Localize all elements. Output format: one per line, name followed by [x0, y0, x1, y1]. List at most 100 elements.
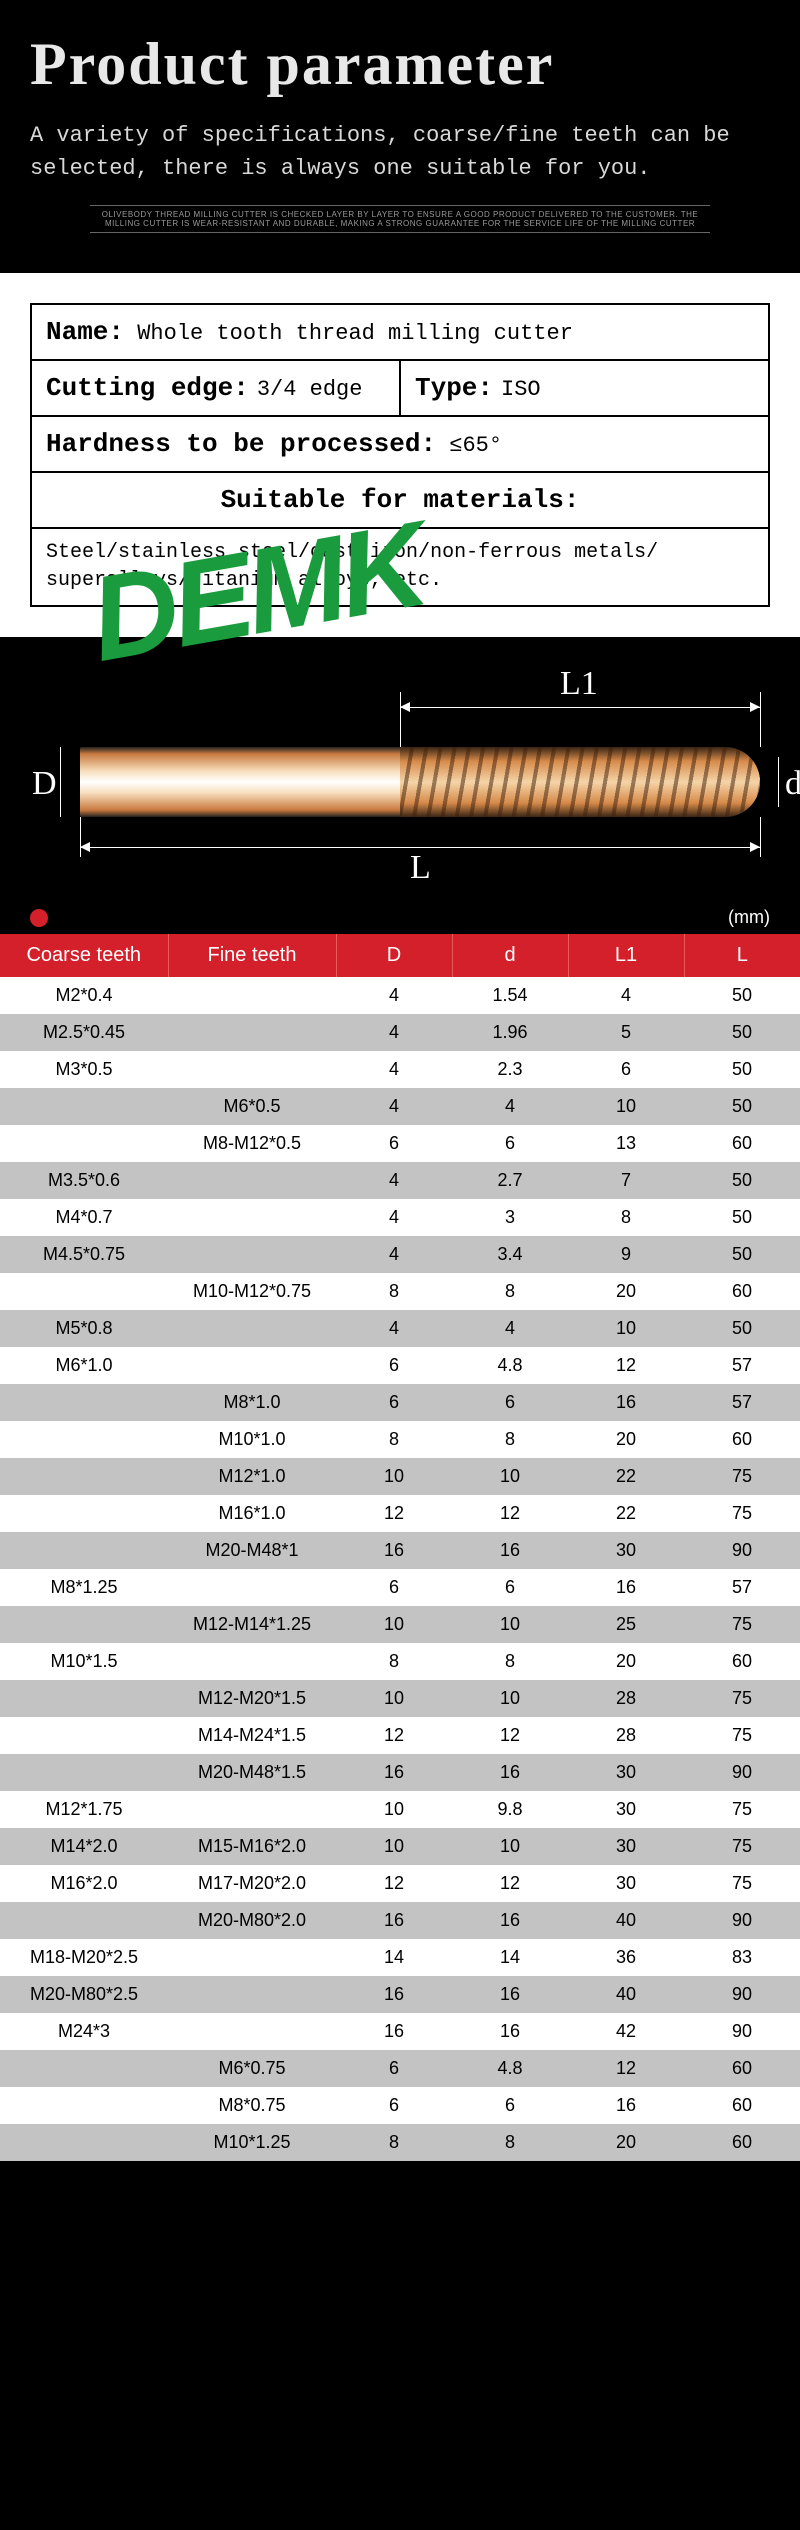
table-cell: 60 — [684, 1643, 800, 1680]
table-cell: 50 — [684, 1088, 800, 1125]
table-cell: 75 — [684, 1791, 800, 1828]
th-fine: Fine teeth — [168, 934, 336, 977]
table-cell: 12 — [336, 1717, 452, 1754]
spec-hardness-row: Hardness to be processed: ≤65° — [32, 417, 768, 473]
table-cell: 12 — [336, 1495, 452, 1532]
table-cell: 75 — [684, 1717, 800, 1754]
table-cell: 4 — [336, 1199, 452, 1236]
spec-name-label: Name: — [46, 317, 124, 347]
table-cell: 16 — [336, 1754, 452, 1791]
table-cell: 20 — [568, 1273, 684, 1310]
spec-edge-value: 3/4 edge — [257, 377, 363, 402]
table-cell: M12-M20*1.5 — [168, 1680, 336, 1717]
table-cell: 6 — [336, 1125, 452, 1162]
dim-l-arrow — [80, 847, 760, 848]
th-coarse: Coarse teeth — [0, 934, 168, 977]
table-cell: 6 — [452, 2087, 568, 2124]
table-cell: 12 — [336, 1865, 452, 1902]
table-cell — [168, 1976, 336, 2013]
table-row: M10-M12*0.75882060 — [0, 1273, 800, 1310]
table-cell: 16 — [568, 1569, 684, 1606]
table-cell: 6 — [336, 1384, 452, 1421]
table-cell: M5*0.8 — [0, 1310, 168, 1347]
table-cell: M14-M24*1.5 — [168, 1717, 336, 1754]
table-row: M10*1.0882060 — [0, 1421, 800, 1458]
table-cell: 50 — [684, 1051, 800, 1088]
table-cell: M8-M12*0.5 — [168, 1125, 336, 1162]
table-cell: 4.8 — [452, 1347, 568, 1384]
table-cell — [0, 1495, 168, 1532]
dim-d-upper-label: D — [32, 765, 57, 803]
table-cell: 4 — [336, 1088, 452, 1125]
table-cell: 16 — [452, 1754, 568, 1791]
table-cell: 10 — [452, 1458, 568, 1495]
table-cell: 75 — [684, 1865, 800, 1902]
table-cell: 10 — [336, 1791, 452, 1828]
table-cell: 75 — [684, 1458, 800, 1495]
spec-type-label: Type: — [415, 373, 493, 403]
table-row: M20-M80*2.016164090 — [0, 1902, 800, 1939]
table-cell: M20-M48*1 — [168, 1532, 336, 1569]
table-row: M6*0.7564.81260 — [0, 2050, 800, 2087]
table-row: M4.5*0.7543.4950 — [0, 1236, 800, 1273]
table-cell: M12-M14*1.25 — [168, 1606, 336, 1643]
table-cell — [0, 2087, 168, 2124]
table-cell: 12 — [452, 1495, 568, 1532]
table-cell: M16*2.0 — [0, 1865, 168, 1902]
tool-cutting-edge — [400, 747, 760, 817]
table-cell: M4.5*0.75 — [0, 1236, 168, 1273]
smallprint-text: OLIVEBODY THREAD MILLING CUTTER IS CHECK… — [90, 205, 710, 233]
spec-hardness-value: ≤65° — [449, 433, 502, 458]
table-cell: 12 — [452, 1717, 568, 1754]
dim-l1-tick-right — [760, 692, 761, 747]
table-cell: 16 — [336, 2013, 452, 2050]
table-cell: 50 — [684, 1199, 800, 1236]
table-cell: 57 — [684, 1347, 800, 1384]
table-row: M16*2.0M17-M20*2.012123075 — [0, 1865, 800, 1902]
table-cell: 10 — [568, 1310, 684, 1347]
table-row: M6*1.064.81257 — [0, 1347, 800, 1384]
table-cell: 16 — [336, 1902, 452, 1939]
table-cell: 10 — [336, 1606, 452, 1643]
table-cell — [168, 1236, 336, 1273]
table-cell — [0, 1384, 168, 1421]
table-cell — [0, 1717, 168, 1754]
table-cell: 60 — [684, 2124, 800, 2161]
table-cell: M8*1.0 — [168, 1384, 336, 1421]
table-cell: 4 — [568, 977, 684, 1014]
spec-hardness-label: Hardness to be processed: — [46, 429, 436, 459]
table-cell: M10*1.0 — [168, 1421, 336, 1458]
spec-materials-value: Steel/stainless steel/cast iron/non-ferr… — [32, 529, 768, 605]
table-cell: 90 — [684, 1532, 800, 1569]
table-row: M14-M24*1.512122875 — [0, 1717, 800, 1754]
table-row: M10*1.5882060 — [0, 1643, 800, 1680]
table-cell: M10*1.25 — [168, 2124, 336, 2161]
table-cell: 36 — [568, 1939, 684, 1976]
table-cell: 60 — [684, 2087, 800, 2124]
table-cell: 16 — [336, 1532, 452, 1569]
table-row: M18-M20*2.514143683 — [0, 1939, 800, 1976]
spec-table: Coarse teeth Fine teeth D d L1 L M2*0.44… — [0, 934, 800, 2161]
table-row: M20-M80*2.516164090 — [0, 1976, 800, 2013]
spec-materials-label: Suitable for materials: — [221, 485, 580, 515]
table-cell: 90 — [684, 1902, 800, 1939]
table-cell: 13 — [568, 1125, 684, 1162]
table-cell: M12*1.75 — [0, 1791, 168, 1828]
table-cell: 28 — [568, 1717, 684, 1754]
header-section: Product parameter A variety of specifica… — [0, 0, 800, 273]
table-cell: 40 — [568, 1976, 684, 2013]
page-title: Product parameter — [30, 30, 770, 99]
unit-row: (mm) — [0, 897, 800, 934]
table-cell: 8 — [452, 1643, 568, 1680]
table-cell — [0, 1125, 168, 1162]
table-cell: 50 — [684, 1162, 800, 1199]
spec-edge-type-row: Cutting edge: 3/4 edge Type: ISO — [32, 361, 768, 417]
table-cell: 4.8 — [452, 2050, 568, 2087]
table-cell: 9.8 — [452, 1791, 568, 1828]
table-cell — [168, 1791, 336, 1828]
table-cell: M16*1.0 — [168, 1495, 336, 1532]
table-cell: 75 — [684, 1680, 800, 1717]
table-cell: 16 — [452, 1532, 568, 1569]
table-cell: 14 — [336, 1939, 452, 1976]
table-cell: 10 — [336, 1680, 452, 1717]
